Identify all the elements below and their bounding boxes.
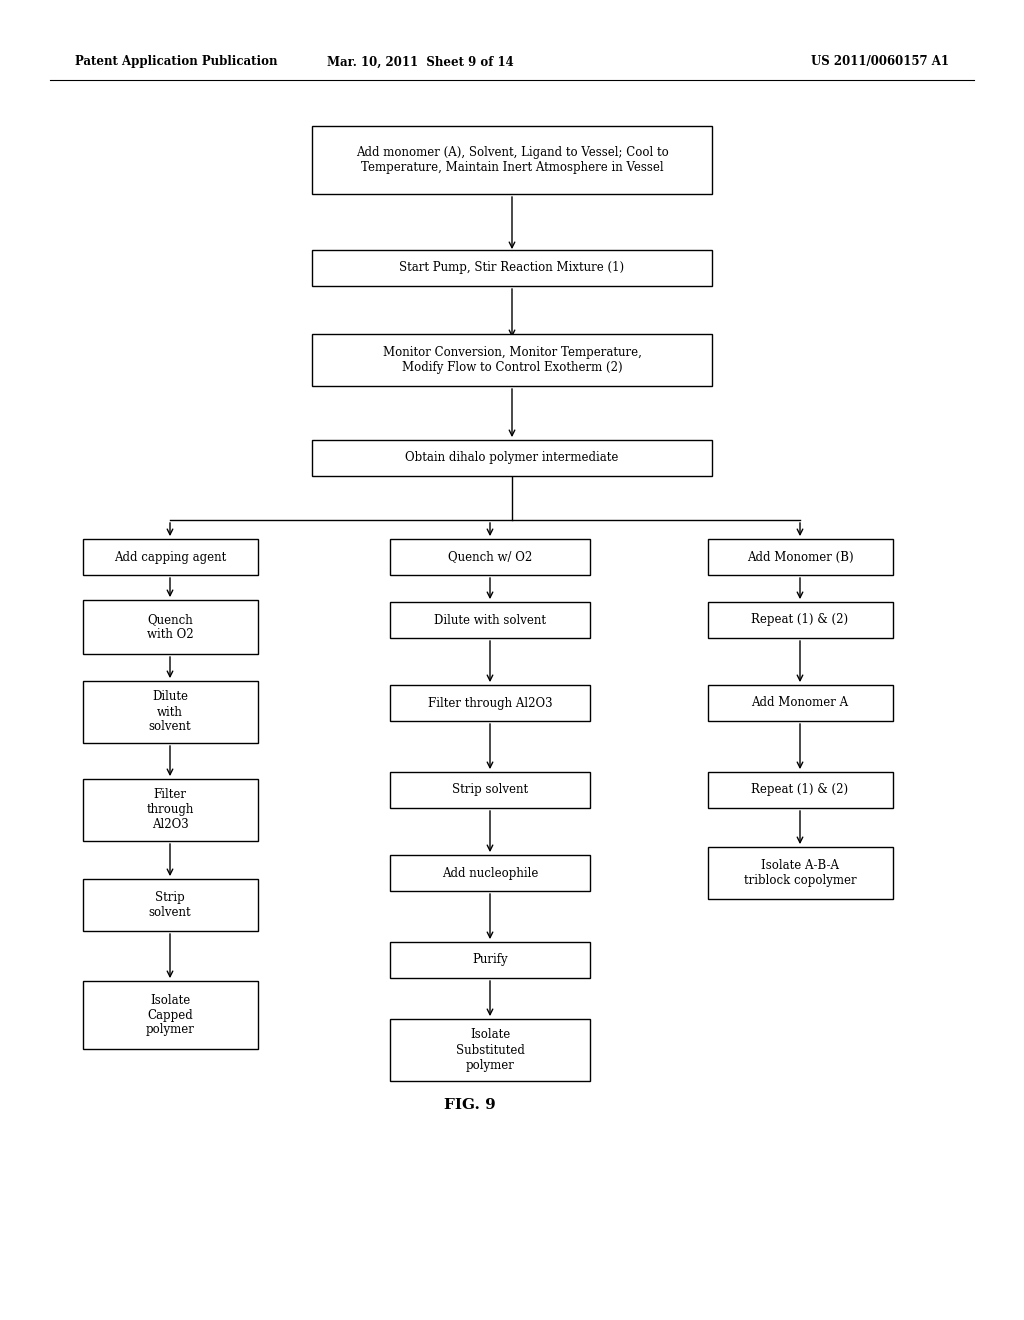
Text: FIG. 9: FIG. 9 <box>444 1098 496 1111</box>
Bar <box>390 685 590 721</box>
Text: Isolate
Capped
polymer: Isolate Capped polymer <box>145 994 195 1036</box>
Bar <box>390 772 590 808</box>
Bar <box>708 772 893 808</box>
Bar <box>390 855 590 891</box>
Bar <box>83 879 257 931</box>
Text: Repeat (1) & (2): Repeat (1) & (2) <box>752 784 849 796</box>
Text: Add Monomer A: Add Monomer A <box>752 697 849 710</box>
Text: Mar. 10, 2011  Sheet 9 of 14: Mar. 10, 2011 Sheet 9 of 14 <box>327 55 513 69</box>
Bar <box>83 981 257 1049</box>
Bar <box>708 602 893 638</box>
Text: Isolate A-B-A
triblock copolymer: Isolate A-B-A triblock copolymer <box>743 859 856 887</box>
Text: Quench
with O2: Quench with O2 <box>146 612 194 642</box>
Bar <box>390 539 590 576</box>
Text: US 2011/0060157 A1: US 2011/0060157 A1 <box>811 55 949 69</box>
Bar <box>83 681 257 743</box>
Text: Add capping agent: Add capping agent <box>114 550 226 564</box>
Bar <box>708 539 893 576</box>
Text: Purify: Purify <box>472 953 508 966</box>
Text: Add nucleophile: Add nucleophile <box>441 866 539 879</box>
Text: Obtain dihalo polymer intermediate: Obtain dihalo polymer intermediate <box>406 451 618 465</box>
Bar <box>312 125 712 194</box>
Text: Repeat (1) & (2): Repeat (1) & (2) <box>752 614 849 627</box>
Text: Monitor Conversion, Monitor Temperature,
Modify Flow to Control Exotherm (2): Monitor Conversion, Monitor Temperature,… <box>383 346 641 374</box>
Text: Patent Application Publication: Patent Application Publication <box>75 55 278 69</box>
Text: Isolate
Substituted
polymer: Isolate Substituted polymer <box>456 1028 524 1072</box>
Text: Filter through Al2O3: Filter through Al2O3 <box>428 697 552 710</box>
Bar <box>390 602 590 638</box>
Bar <box>83 779 257 841</box>
Text: Dilute with solvent: Dilute with solvent <box>434 614 546 627</box>
Bar <box>708 685 893 721</box>
Text: Strip solvent: Strip solvent <box>452 784 528 796</box>
Bar <box>83 601 257 653</box>
Bar <box>83 539 257 576</box>
Bar <box>312 334 712 385</box>
Text: Add Monomer (B): Add Monomer (B) <box>746 550 853 564</box>
Bar <box>390 942 590 978</box>
Text: Strip
solvent: Strip solvent <box>148 891 191 919</box>
Text: Dilute
with
solvent: Dilute with solvent <box>148 690 191 734</box>
Text: Filter
through
Al2O3: Filter through Al2O3 <box>146 788 194 832</box>
Bar <box>708 847 893 899</box>
Bar <box>312 249 712 286</box>
Text: Quench w/ O2: Quench w/ O2 <box>447 550 532 564</box>
Text: Start Pump, Stir Reaction Mixture (1): Start Pump, Stir Reaction Mixture (1) <box>399 261 625 275</box>
Bar <box>312 440 712 477</box>
Bar <box>390 1019 590 1081</box>
Text: Add monomer (A), Solvent, Ligand to Vessel; Cool to
Temperature, Maintain Inert : Add monomer (A), Solvent, Ligand to Vess… <box>355 147 669 174</box>
